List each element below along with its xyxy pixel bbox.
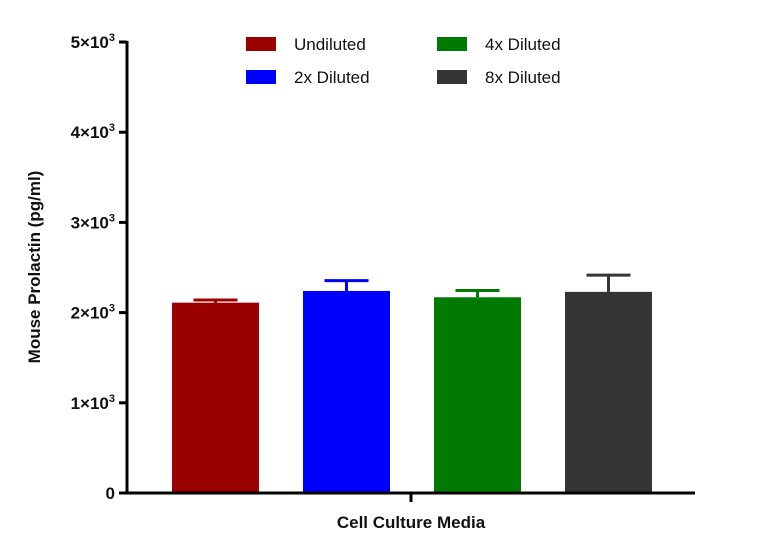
bar-4 — [565, 291, 652, 493]
legend-label: 4x Diluted — [485, 35, 561, 54]
bar-1 — [172, 302, 259, 493]
bars-group — [172, 290, 652, 493]
y-tick-label: 0 — [106, 484, 115, 503]
legend-label: 8x Diluted — [485, 68, 561, 87]
y-tick-label: 5×103 — [71, 32, 115, 52]
y-tick-label: 1×103 — [71, 393, 115, 413]
legend-swatch — [246, 37, 276, 51]
y-axis-title: Mouse Prolactin (pg/ml) — [25, 171, 44, 364]
legend-label: Undiluted — [294, 35, 366, 54]
bar-3 — [434, 297, 521, 493]
error-bars-group — [193, 273, 631, 303]
y-axis: 0 1×103 2×103 3×103 4×103 5×103 — [71, 32, 129, 503]
legend: Undiluted 4x Diluted 2x Diluted 8x Diluted — [246, 35, 561, 87]
legend-label: 2x Diluted — [294, 68, 370, 87]
legend-swatch — [437, 70, 467, 84]
legend-swatch — [437, 37, 467, 51]
y-tick-label: 4×103 — [71, 122, 115, 142]
bar-2 — [303, 290, 390, 493]
y-tick-label: 3×103 — [71, 212, 115, 232]
legend-swatch — [246, 70, 276, 84]
x-axis — [125, 491, 695, 502]
y-tick-label: 2×103 — [71, 303, 115, 323]
x-axis-title: Cell Culture Media — [337, 513, 486, 532]
